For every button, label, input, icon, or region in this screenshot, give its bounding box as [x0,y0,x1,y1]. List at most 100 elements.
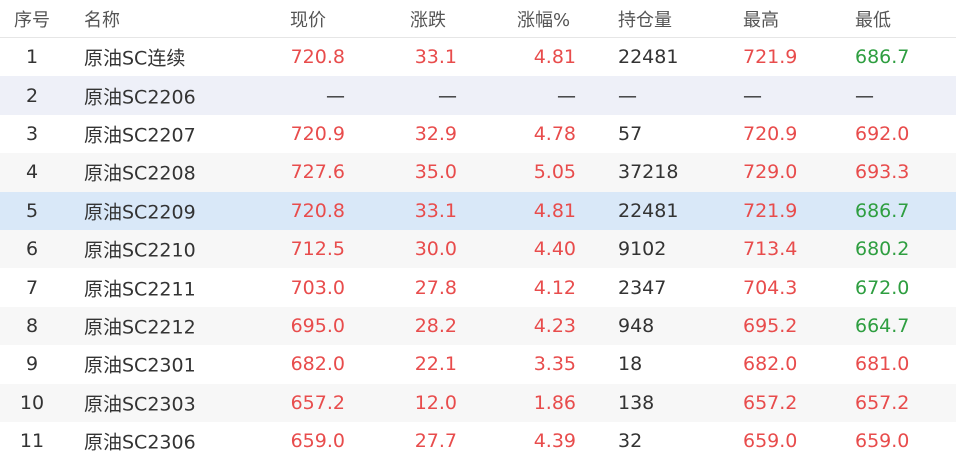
table-row[interactable]: 2 原油SC2206 — — — — — — [0,76,956,115]
header-low[interactable]: 最低 [855,9,891,31]
change-pct-cell: 1.86 [533,391,576,414]
change-cell: 33.1 [414,46,457,69]
price-cell: 712.5 [290,238,345,261]
header-change-pct[interactable]: 涨幅% [517,9,571,31]
change-pct-cell: — [557,84,576,107]
change-pct-cell: 5.05 [533,161,576,184]
change-cell: — [438,84,457,107]
open-interest-cell: 37218 [618,161,679,184]
open-interest-cell: — [618,84,637,107]
change-pct-cell: 4.81 [533,199,576,222]
change-pct-cell: 4.40 [533,238,576,261]
open-interest-cell: 18 [618,353,643,376]
name-cell: 原油SC2209 [84,201,196,224]
change-pct-cell: 4.39 [533,430,576,453]
change-pct-cell: 4.23 [533,314,576,337]
high-cell: — [743,84,762,107]
price-cell: 703.0 [290,276,345,299]
header-price[interactable]: 现价 [290,9,326,31]
table-row[interactable]: 5 原油SC2209 720.8 33.1 4.81 22481 721.9 686.7 [0,191,956,230]
low-cell: 686.7 [855,46,910,69]
open-interest-cell: 57 [618,122,643,145]
change-pct-cell: 4.12 [533,276,576,299]
table-row[interactable]: 3 原油SC2207 720.9 32.9 4.78 57 720.9 692.0 [0,115,956,153]
header-open-interest[interactable]: 持仓量 [618,9,672,31]
name-cell: 原油SC2306 [84,431,196,454]
open-interest-cell: 22481 [618,199,679,222]
table-row[interactable]: 4 原油SC2208 727.6 35.0 5.05 37218 729.0 693.3 [0,153,956,192]
name-cell: 原油SC2210 [84,239,196,262]
change-cell: 27.7 [414,430,457,453]
name-cell: 原油SC2208 [84,162,196,185]
change-cell: 32.9 [414,122,457,145]
change-cell: 12.0 [414,391,457,414]
index-cell: 2 [25,84,39,107]
high-cell: 721.9 [743,199,798,222]
index-cell: 7 [25,276,39,299]
name-cell: 原油SC2301 [84,354,196,377]
index-cell: 3 [25,122,39,145]
table-row[interactable]: 8 原油SC2212 695.0 28.2 4.23 948 695.2 664.7 [0,306,956,346]
change-cell: 22.1 [414,353,457,376]
table-row[interactable]: 1 原油SC连续 720.8 33.1 4.81 22481 721.9 686.7 [0,38,956,76]
name-cell: 原油SC2303 [84,393,196,416]
high-cell: 720.9 [743,122,798,145]
price-cell: 720.9 [290,122,345,145]
price-cell: 720.8 [290,46,345,69]
open-interest-cell: 22481 [618,46,679,69]
change-cell: 30.0 [414,238,457,261]
index-cell: 11 [19,430,45,453]
index-cell: 10 [19,391,45,414]
price-cell: 720.8 [290,199,345,222]
table-header: 序号 名称 现价 涨跌 涨幅% 持仓量 最高 最低 [0,0,956,38]
low-cell: 693.3 [855,161,910,184]
price-cell: 727.6 [290,161,345,184]
high-cell: 659.0 [743,430,798,453]
low-cell: 681.0 [855,353,910,376]
table-row[interactable]: 9 原油SC2301 682.0 22.1 3.35 18 682.0 681.0 [0,345,956,383]
index-cell: 8 [25,314,39,337]
index-cell: 9 [25,353,39,376]
header-index[interactable]: 序号 [14,9,50,31]
name-cell: 原油SC2206 [84,86,196,109]
low-cell: — [855,84,874,107]
price-cell: 659.0 [290,430,345,453]
open-interest-cell: 2347 [618,276,667,299]
change-pct-cell: 4.78 [533,122,576,145]
low-cell: 657.2 [855,391,910,414]
high-cell: 682.0 [743,353,798,376]
high-cell: 657.2 [743,391,798,414]
change-cell: 27.8 [414,276,457,299]
low-cell: 664.7 [855,314,910,337]
price-cell: 695.0 [290,314,345,337]
index-cell: 5 [25,199,39,222]
open-interest-cell: 948 [618,314,655,337]
index-cell: 1 [25,46,39,69]
open-interest-cell: 138 [618,391,655,414]
change-cell: 33.1 [414,199,457,222]
high-cell: 721.9 [743,46,798,69]
high-cell: 713.4 [743,238,798,261]
table-row[interactable]: 7 原油SC2211 703.0 27.8 4.12 2347 704.3 672.0 [0,268,956,306]
header-name[interactable]: 名称 [84,9,120,31]
price-cell: 657.2 [290,391,345,414]
low-cell: 672.0 [855,276,910,299]
open-interest-cell: 32 [618,430,643,453]
price-cell: 682.0 [290,353,345,376]
table-row[interactable]: 6 原油SC2210 712.5 30.0 4.40 9102 713.4 680.2 [0,229,956,269]
header-high[interactable]: 最高 [743,9,779,31]
low-cell: 680.2 [855,238,910,261]
table-row[interactable]: 10 原油SC2303 657.2 12.0 1.86 138 657.2 657.2 [0,383,956,422]
high-cell: 729.0 [743,161,798,184]
change-cell: 28.2 [414,314,457,337]
open-interest-cell: 9102 [618,238,667,261]
change-pct-cell: 3.35 [533,353,576,376]
low-cell: 686.7 [855,199,910,222]
table-row[interactable]: 11 原油SC2306 659.0 27.7 4.39 32 659.0 659.0 [0,422,956,460]
header-change[interactable]: 涨跌 [410,9,446,31]
low-cell: 659.0 [855,430,910,453]
price-cell: — [326,84,345,107]
high-cell: 704.3 [743,276,798,299]
name-cell: 原油SC2212 [84,316,196,339]
